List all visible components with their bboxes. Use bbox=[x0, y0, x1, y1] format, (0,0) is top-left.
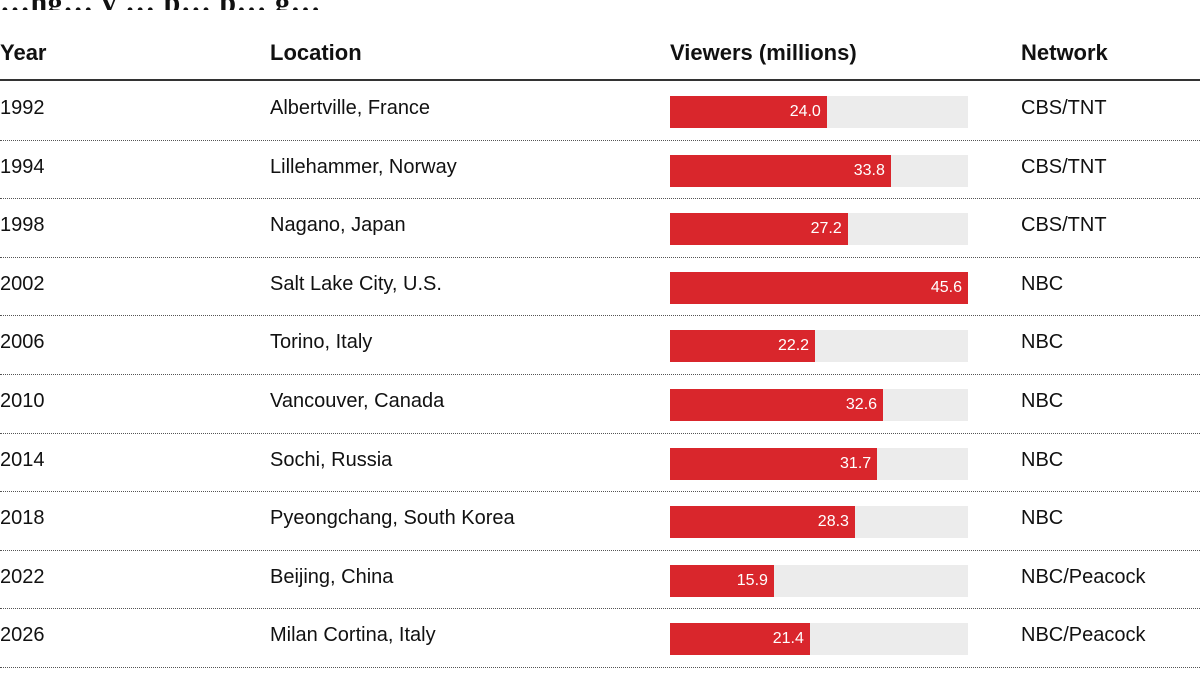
location-cell: Pyeongchang, South Korea bbox=[270, 507, 515, 530]
bar-value-label: 15.9 bbox=[736, 571, 768, 589]
location-cell: Vancouver, Canada bbox=[270, 390, 445, 412]
network-cell: NBC bbox=[1021, 507, 1064, 530]
table-row: 1992 Albertville, France 24.0 CBS/TNT bbox=[0, 82, 1200, 141]
table-row: 2002 Salt Lake City, U.S. 45.6 NBC bbox=[0, 258, 1200, 317]
year-cell: 2026 bbox=[0, 624, 45, 647]
bar-track: 32.6 bbox=[670, 389, 968, 421]
viewers-bar: 32.6 bbox=[670, 389, 884, 421]
viewers-bar: 21.4 bbox=[670, 623, 810, 656]
viewers-bar: 27.2 bbox=[670, 213, 848, 246]
location-cell: Beijing, China bbox=[270, 565, 394, 588]
year-cell: 2006 bbox=[0, 331, 45, 354]
year-cell: 2014 bbox=[0, 448, 45, 471]
table-row: 2006 Torino, Italy 22.2 NBC bbox=[0, 316, 1200, 375]
bar-track: 27.2 bbox=[670, 213, 968, 246]
viewers-bar: 15.9 bbox=[670, 564, 774, 597]
location-cell: Albertville, France bbox=[270, 97, 431, 119]
viewers-bar: 22.2 bbox=[670, 330, 816, 363]
table-row: 1994 Lillehammer, Norway 33.8 CBS/TNT bbox=[0, 141, 1200, 200]
year-cell: 2002 bbox=[0, 272, 45, 295]
bar-track: 45.6 bbox=[670, 271, 968, 304]
viewers-bar: 24.0 bbox=[670, 96, 827, 128]
network-cell: NBC/Peacock bbox=[1021, 565, 1146, 588]
bar-value-label: 28.3 bbox=[817, 513, 849, 531]
bar-value-label: 24.0 bbox=[789, 103, 821, 120]
bar-track: 24.0 bbox=[670, 96, 968, 128]
location-cell: Milan Cortina, Italy bbox=[270, 624, 436, 647]
bar-track: 15.9 bbox=[670, 564, 968, 597]
header-network: Network bbox=[1021, 40, 1108, 65]
header-location: Location bbox=[270, 40, 362, 65]
year-cell: 1994 bbox=[0, 155, 45, 178]
table-header: Year Location Viewers (millions) Network bbox=[0, 36, 1200, 72]
year-cell: 2018 bbox=[0, 507, 45, 530]
location-cell: Torino, Italy bbox=[270, 331, 373, 354]
year-cell: 2010 bbox=[0, 390, 45, 412]
bar-value-label: 22.2 bbox=[777, 337, 810, 355]
bar-value-label: 45.6 bbox=[930, 278, 962, 296]
location-cell: Nagano, Japan bbox=[270, 214, 406, 237]
title-fragment: …ng… y … p… p… g… bbox=[0, 0, 620, 10]
network-cell: CBS/TNT bbox=[1021, 214, 1107, 237]
bar-track: 33.8 bbox=[670, 154, 968, 187]
table-row: 2022 Beijing, China 15.9 NBC/Peacock bbox=[0, 551, 1200, 610]
year-cell: 1998 bbox=[0, 214, 45, 237]
network-cell: NBC/Peacock bbox=[1021, 624, 1146, 647]
bar-value-label: 32.6 bbox=[845, 396, 878, 413]
network-cell: NBC bbox=[1021, 448, 1064, 471]
network-cell: NBC bbox=[1021, 272, 1064, 295]
viewers-bar: 28.3 bbox=[670, 506, 855, 539]
bar-value-label: 21.4 bbox=[772, 630, 804, 648]
network-cell: NBC bbox=[1021, 390, 1064, 412]
year-cell: 1992 bbox=[0, 97, 45, 119]
location-cell: Sochi, Russia bbox=[270, 448, 393, 471]
bar-track: 21.4 bbox=[670, 623, 968, 656]
title-text: …ng… y … p… p… g… bbox=[0, 0, 321, 10]
year-cell: 2022 bbox=[0, 565, 45, 588]
header-year: Year bbox=[0, 40, 47, 65]
table-row: 2026 Milan Cortina, Italy 21.4 NBC/Peacock bbox=[0, 609, 1200, 668]
viewers-bar: 45.6 bbox=[670, 271, 968, 304]
bar-value-label: 31.7 bbox=[840, 454, 872, 472]
network-cell: CBS/TNT bbox=[1021, 155, 1107, 178]
location-cell: Salt Lake City, U.S. bbox=[270, 272, 442, 295]
network-cell: CBS/TNT bbox=[1021, 97, 1107, 119]
table-row: 2018 Pyeongchang, South Korea 28.3 NBC bbox=[0, 492, 1200, 551]
header-rule bbox=[0, 79, 1200, 81]
viewers-bar: 31.7 bbox=[670, 447, 878, 480]
bar-track: 22.2 bbox=[670, 330, 968, 363]
table-row: 2014 Sochi, Russia 31.7 NBC bbox=[0, 434, 1200, 493]
bar-value-label: 33.8 bbox=[853, 161, 885, 179]
bar-value-label: 27.2 bbox=[810, 220, 842, 238]
viewers-bar: 33.8 bbox=[670, 154, 891, 187]
bar-track: 28.3 bbox=[670, 506, 968, 539]
location-cell: Lillehammer, Norway bbox=[270, 155, 457, 178]
table-row: 1998 Nagano, Japan 27.2 CBS/TNT bbox=[0, 199, 1200, 258]
header-viewers: Viewers (millions) bbox=[670, 40, 857, 65]
network-cell: NBC bbox=[1021, 331, 1064, 354]
table-row: 2010 Vancouver, Canada 32.6 NBC bbox=[0, 375, 1200, 434]
bar-track: 31.7 bbox=[670, 447, 968, 480]
